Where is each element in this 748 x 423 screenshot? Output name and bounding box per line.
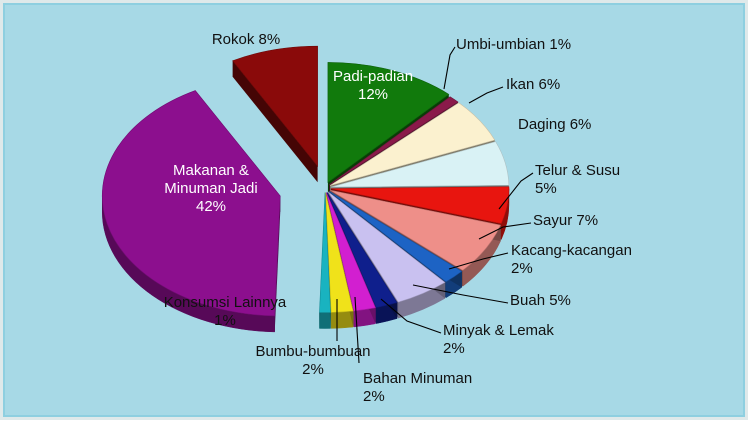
label-konsumsi-lainnya-line2: 1% <box>214 312 236 329</box>
slice-top-konsumsi-lainnya <box>319 192 331 313</box>
slice-top-rokok <box>232 45 318 168</box>
label-sayur: Sayur 7% <box>533 212 598 229</box>
label-telur-and-susu-line2: 5% <box>535 180 557 197</box>
slice-rokok <box>232 45 318 183</box>
leader-sayur <box>478 222 532 240</box>
label-daging: Daging 6% <box>518 116 591 133</box>
leader-telur-and-susu <box>498 172 534 210</box>
slice-top-bumbu-bumbuan <box>325 192 354 313</box>
slice-wall-konsumsi-lainnya <box>319 312 331 329</box>
label-padi-padian: Padi-padian <box>333 68 413 85</box>
label-bahan-minuman-line2: 2% <box>363 388 385 405</box>
label-kacang-kacangan: Kacang-kacangan <box>511 242 632 259</box>
label-minyak-and-lemak: Minyak & Lemak <box>443 322 554 339</box>
slice-konsumsi-lainnya <box>319 192 331 329</box>
slice-top-ikan <box>329 102 496 186</box>
slice-makanan-and-minuman-jadi <box>101 90 281 333</box>
slice-top-makanan-and-minuman-jadi <box>101 90 281 317</box>
slice-top-buah <box>327 191 446 303</box>
slice-wall-bumbu-bumbuan <box>330 310 354 329</box>
label-konsumsi-lainnya: Konsumsi Lainnya <box>164 294 287 311</box>
label-bumbu-bumbuan-line2: 2% <box>302 361 324 378</box>
leader-lines <box>336 46 534 364</box>
label-bahan-minuman: Bahan Minuman <box>363 370 472 387</box>
label-kacang-kacangan-line2: 2% <box>511 260 533 277</box>
slice-top-daging <box>330 141 510 188</box>
slice-edge-rokok-0 <box>232 60 318 183</box>
label-bumbu-bumbuan: Bumbu-bumbuan <box>255 343 370 360</box>
label-makanan-and-minuman-jadi-line3: 42% <box>196 198 226 215</box>
label-telur-and-susu: Telur & Susu <box>535 162 620 179</box>
leader-kacang-kacangan <box>448 252 509 270</box>
slice-top-padi-padian <box>327 62 450 184</box>
slice-top-minyak-and-lemak <box>326 192 398 308</box>
label-rokok: Rokok 8% <box>212 31 280 48</box>
label-buah: Buah 5% <box>510 292 571 309</box>
label-ikan: Ikan 6% <box>506 76 560 93</box>
slice-top-umbi-umbian <box>329 96 459 186</box>
leader-buah <box>412 284 509 304</box>
label-makanan-and-minuman-jadi: Makanan & <box>173 162 249 179</box>
slice-top-sayur <box>330 189 501 271</box>
slice-top-telur-and-susu <box>330 186 510 224</box>
slice-top-bahan-minuman <box>326 192 376 312</box>
leader-bahan-minuman <box>354 296 360 364</box>
label-minyak-and-lemak-line2: 2% <box>443 340 465 357</box>
label-padi-padian-line2: 12% <box>358 86 388 103</box>
pie-slices <box>101 45 510 333</box>
slice-top-kacang-kacangan <box>329 190 463 283</box>
label-makanan-and-minuman-jadi-line2: Minuman Jadi <box>164 180 257 197</box>
leader-umbi-umbian <box>443 46 456 90</box>
leader-minyak-and-lemak <box>380 298 442 334</box>
label-umbi-umbian: Umbi-umbian 1% <box>456 36 571 53</box>
leader-ikan <box>468 86 504 104</box>
